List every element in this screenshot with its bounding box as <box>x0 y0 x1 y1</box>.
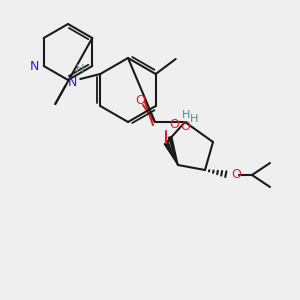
Text: H: H <box>182 110 190 120</box>
Polygon shape <box>164 142 178 165</box>
Polygon shape <box>168 136 178 165</box>
Text: H: H <box>190 114 198 124</box>
Text: O: O <box>169 118 179 131</box>
Text: N: N <box>29 59 39 73</box>
Text: O: O <box>180 121 190 134</box>
Text: N: N <box>68 76 77 88</box>
Text: O: O <box>135 94 145 106</box>
Text: H: H <box>76 64 85 74</box>
Text: O: O <box>231 169 241 182</box>
